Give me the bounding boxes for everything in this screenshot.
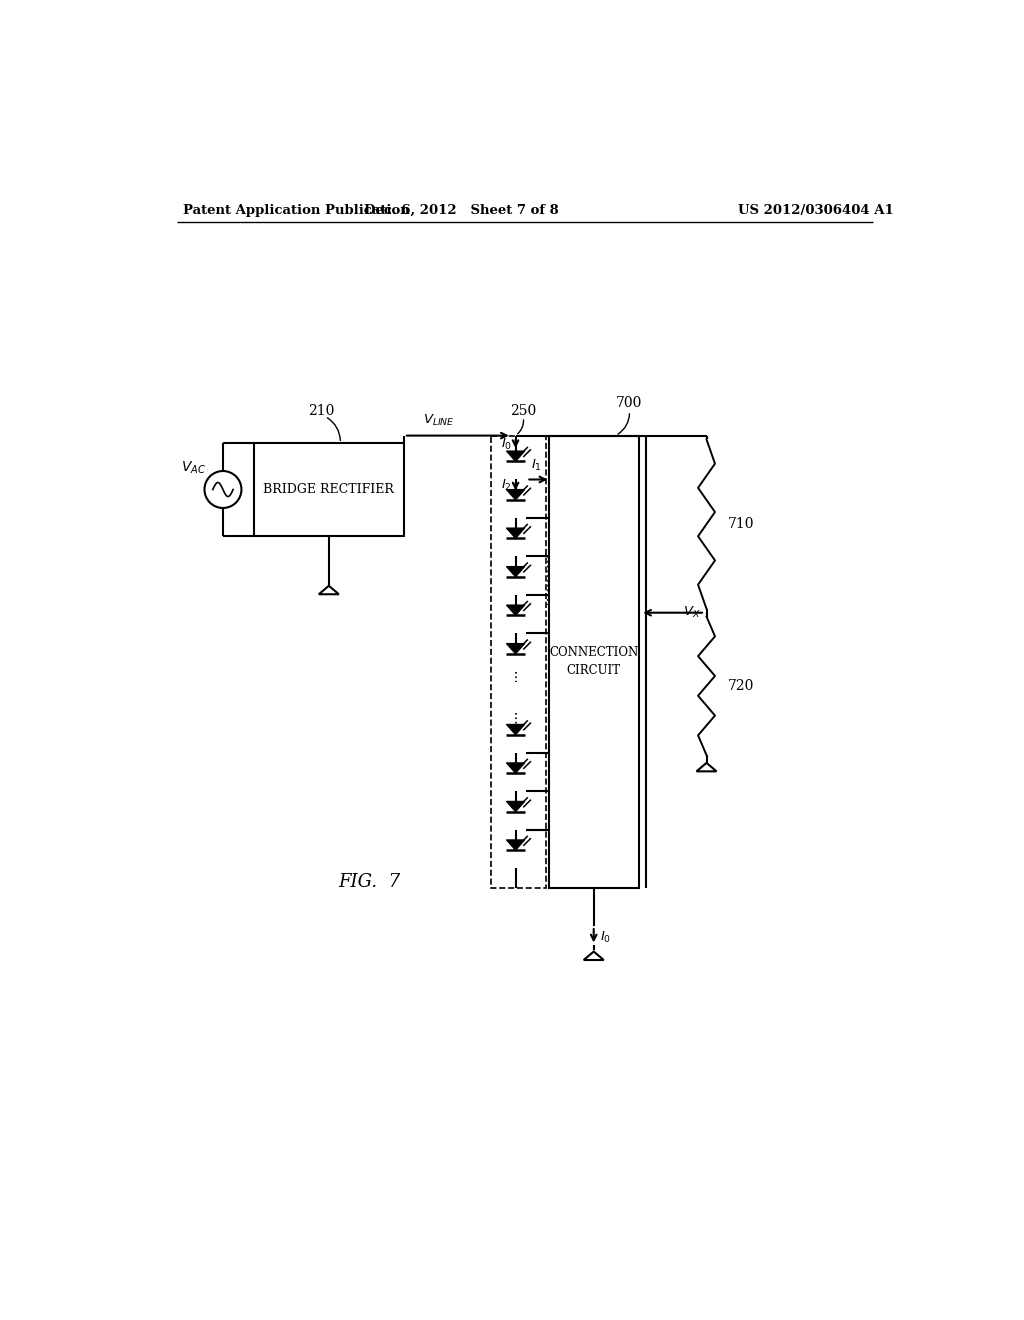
Polygon shape (506, 528, 524, 539)
Polygon shape (506, 763, 524, 774)
Text: CONNECTION: CONNECTION (549, 645, 638, 659)
Text: FIG.  7: FIG. 7 (338, 874, 400, 891)
Polygon shape (506, 840, 524, 850)
Text: CIRCUIT: CIRCUIT (566, 664, 621, 677)
Polygon shape (506, 644, 524, 653)
Polygon shape (506, 801, 524, 812)
Text: $V_{AC}$: $V_{AC}$ (181, 459, 206, 477)
Polygon shape (318, 586, 339, 594)
Text: $V_{LINE}$: $V_{LINE}$ (423, 413, 455, 428)
Text: $V_X$: $V_X$ (683, 605, 700, 620)
Polygon shape (506, 605, 524, 615)
Text: US 2012/0306404 A1: US 2012/0306404 A1 (738, 205, 894, 218)
Polygon shape (696, 763, 717, 771)
Polygon shape (584, 952, 604, 960)
Circle shape (205, 471, 242, 508)
Bar (490, 436, 547, 887)
Text: Dec. 6, 2012   Sheet 7 of 8: Dec. 6, 2012 Sheet 7 of 8 (365, 205, 559, 218)
Text: $I_0$: $I_0$ (600, 931, 611, 945)
Bar (549, 436, 639, 887)
Text: 710: 710 (728, 517, 755, 531)
Polygon shape (506, 725, 524, 735)
Text: 210: 210 (308, 404, 334, 418)
Text: 250: 250 (510, 404, 537, 418)
Text: 720: 720 (728, 678, 755, 693)
Text: $I_1$: $I_1$ (531, 458, 542, 474)
Polygon shape (506, 566, 524, 577)
Text: 700: 700 (616, 396, 643, 411)
Text: $I_2$: $I_2$ (501, 478, 512, 494)
Polygon shape (506, 490, 524, 500)
Text: Patent Application Publication: Patent Application Publication (183, 205, 410, 218)
Polygon shape (506, 451, 524, 462)
Text: BRIDGE RECTIFIER: BRIDGE RECTIFIER (263, 483, 394, 496)
Bar (254, 444, 403, 536)
Text: $I_0$: $I_0$ (501, 437, 512, 453)
